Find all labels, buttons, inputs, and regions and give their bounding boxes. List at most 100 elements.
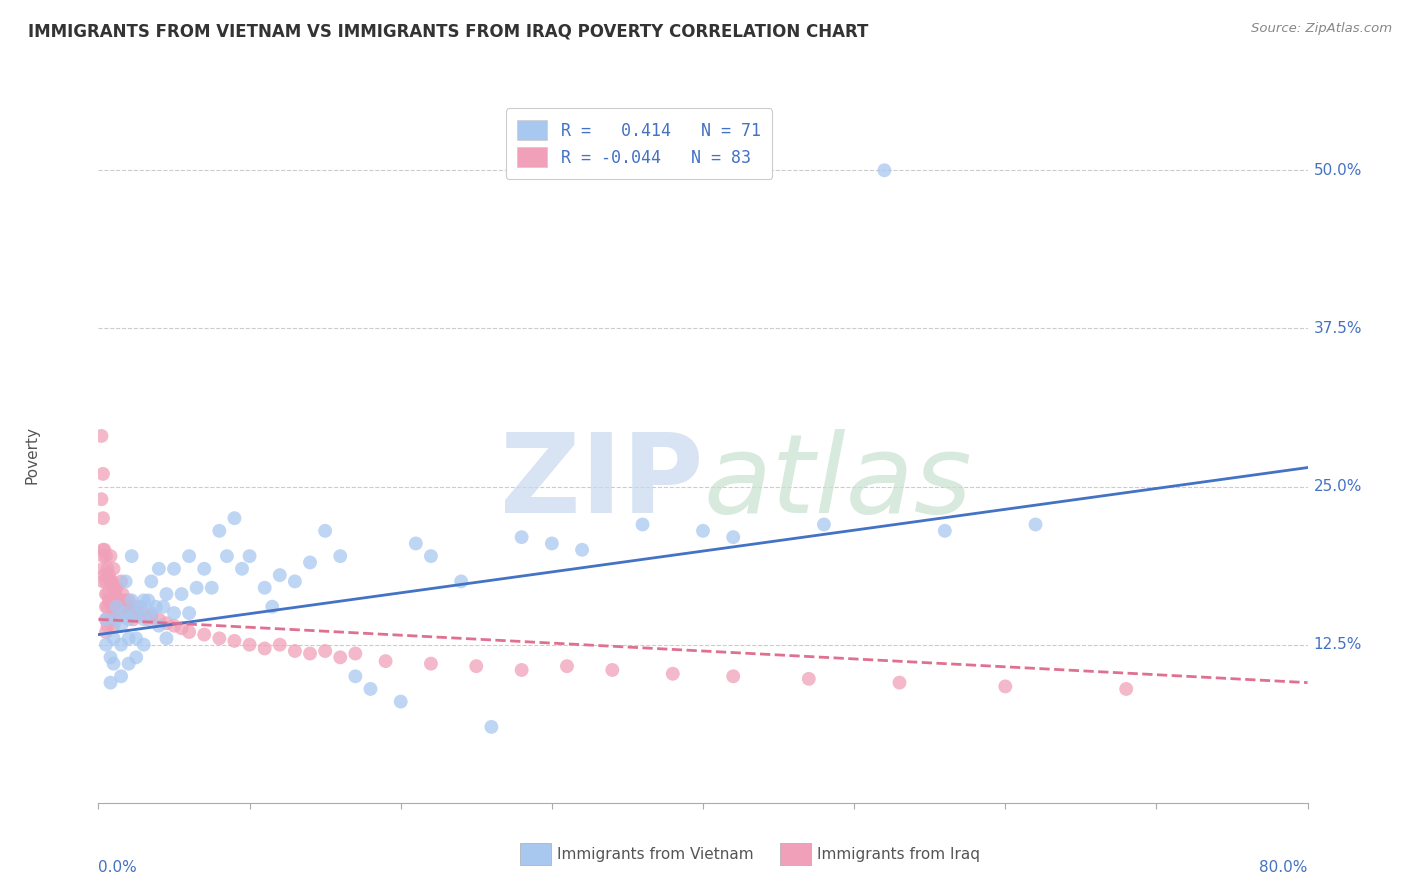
Point [186,581,208,595]
Point [450,574,472,589]
Point [155,632,177,646]
Point [177,549,201,563]
Point [555,659,578,673]
Point [201,581,224,595]
Point [125,599,148,614]
Point [571,542,593,557]
Point [170,587,193,601]
Point [114,606,136,620]
Point [177,625,201,640]
Point [889,675,911,690]
Point [107,606,129,620]
Point [125,632,148,646]
Point [797,672,820,686]
Text: Immigrants from Vietnam: Immigrants from Vietnam [557,847,754,862]
Point [103,657,125,671]
Point [141,606,163,620]
Point [94,612,117,626]
Point [91,542,114,557]
Point [91,562,114,576]
Point [103,618,125,632]
Point [136,593,159,607]
Point [91,511,114,525]
Point [103,593,125,607]
Text: 25.0%: 25.0% [1313,479,1362,494]
Point [114,574,136,589]
Point [152,599,174,614]
Point [91,549,114,563]
Point [231,562,253,576]
Point [602,663,624,677]
Point [100,650,122,665]
Point [163,606,186,620]
Point [314,524,336,538]
Point [91,574,114,589]
Point [208,524,231,538]
Point [103,562,125,576]
Point [329,549,352,563]
Point [389,695,412,709]
Point [90,429,112,443]
Point [120,599,142,614]
Point [141,574,163,589]
Point [132,612,155,626]
Point [344,647,367,661]
Point [419,549,441,563]
Point [344,669,367,683]
Point [110,669,132,683]
Point [813,517,835,532]
Point [170,621,193,635]
Point [100,612,122,626]
Point [873,163,896,178]
Point [105,612,128,626]
Point [692,524,714,538]
Point [118,632,141,646]
Point [96,562,118,576]
Point [141,608,163,623]
Point [155,616,177,631]
Point [93,568,115,582]
Point [299,556,322,570]
Text: 50.0%: 50.0% [1313,163,1362,178]
Point [145,599,167,614]
Point [465,659,488,673]
Text: 12.5%: 12.5% [1313,637,1362,652]
Point [114,599,136,614]
Point [163,562,186,576]
Point [105,581,128,595]
Point [94,549,117,563]
Point [112,593,135,607]
Point [1024,517,1046,532]
Text: Poverty: Poverty [24,425,39,484]
Point [193,627,215,641]
Point [94,638,117,652]
Point [177,606,201,620]
Point [121,606,143,620]
Point [540,536,562,550]
Point [155,587,177,601]
Point [96,599,118,614]
Point [721,669,744,683]
Point [148,618,170,632]
Point [105,599,128,614]
Point [129,599,152,614]
Point [661,666,683,681]
Point [224,633,246,648]
Point [110,606,132,620]
Point [103,606,125,620]
Text: Immigrants from Iraq: Immigrants from Iraq [817,847,980,862]
Point [215,549,238,563]
Point [96,618,118,632]
Legend: R =   0.414   N = 71, R = -0.044   N = 83: R = 0.414 N = 71, R = -0.044 N = 83 [506,109,772,179]
Point [100,593,122,607]
Text: atlas: atlas [703,429,972,536]
Point [360,681,382,696]
Point [94,574,117,589]
Text: IMMIGRANTS FROM VIETNAM VS IMMIGRANTS FROM IRAQ POVERTY CORRELATION CHART: IMMIGRANTS FROM VIETNAM VS IMMIGRANTS FR… [28,22,869,40]
Point [510,663,533,677]
Point [224,511,246,525]
Text: 80.0%: 80.0% [1260,860,1308,875]
Point [110,618,132,632]
Point [510,530,533,544]
Point [105,599,128,614]
